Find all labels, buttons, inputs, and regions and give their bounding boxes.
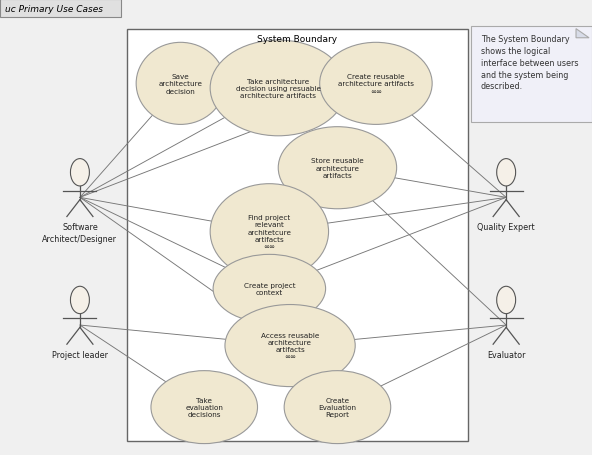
Ellipse shape bbox=[70, 159, 89, 187]
Ellipse shape bbox=[213, 255, 326, 323]
Text: Quality Expert: Quality Expert bbox=[477, 223, 535, 232]
Ellipse shape bbox=[278, 127, 397, 209]
Ellipse shape bbox=[225, 305, 355, 387]
Ellipse shape bbox=[70, 287, 89, 314]
Text: Software
Architect/Designer: Software Architect/Designer bbox=[43, 223, 117, 243]
FancyBboxPatch shape bbox=[127, 30, 468, 441]
Ellipse shape bbox=[151, 371, 258, 444]
Text: Project leader: Project leader bbox=[52, 350, 108, 359]
Text: Create reusable
architecture artifacts
∞∞: Create reusable architecture artifacts ∞… bbox=[338, 74, 414, 94]
Text: System Boundary: System Boundary bbox=[258, 35, 337, 44]
Ellipse shape bbox=[210, 41, 346, 136]
Text: Access reusable
architecture
artifacts
∞∞: Access reusable architecture artifacts ∞… bbox=[261, 332, 319, 359]
FancyBboxPatch shape bbox=[471, 27, 592, 123]
Text: Find project
relevant
architetcure
artifacts
∞∞: Find project relevant architetcure artif… bbox=[247, 215, 291, 249]
Text: Take
evaluation
decisions: Take evaluation decisions bbox=[185, 397, 223, 417]
Ellipse shape bbox=[136, 43, 225, 125]
Text: Create project
context: Create project context bbox=[243, 282, 295, 296]
Ellipse shape bbox=[320, 43, 432, 125]
Text: The System Boundary
shows the logical
interface between users
and the system bei: The System Boundary shows the logical in… bbox=[481, 35, 578, 91]
Ellipse shape bbox=[284, 371, 391, 444]
Text: Create
Evaluation
Report: Create Evaluation Report bbox=[318, 397, 356, 417]
Text: Save
architecture
decision: Save architecture decision bbox=[159, 74, 202, 94]
Ellipse shape bbox=[210, 184, 329, 280]
Text: Take architecture
decision using resuable
architecture artifacts: Take architecture decision using resuabl… bbox=[236, 79, 321, 99]
Text: uc Primary Use Cases: uc Primary Use Cases bbox=[5, 5, 103, 14]
Text: Evaluator: Evaluator bbox=[487, 350, 526, 359]
Ellipse shape bbox=[497, 159, 516, 187]
FancyBboxPatch shape bbox=[0, 0, 121, 18]
Ellipse shape bbox=[497, 287, 516, 314]
Text: Store reusable
architecture
artifacts: Store reusable architecture artifacts bbox=[311, 158, 364, 178]
Polygon shape bbox=[576, 30, 589, 39]
